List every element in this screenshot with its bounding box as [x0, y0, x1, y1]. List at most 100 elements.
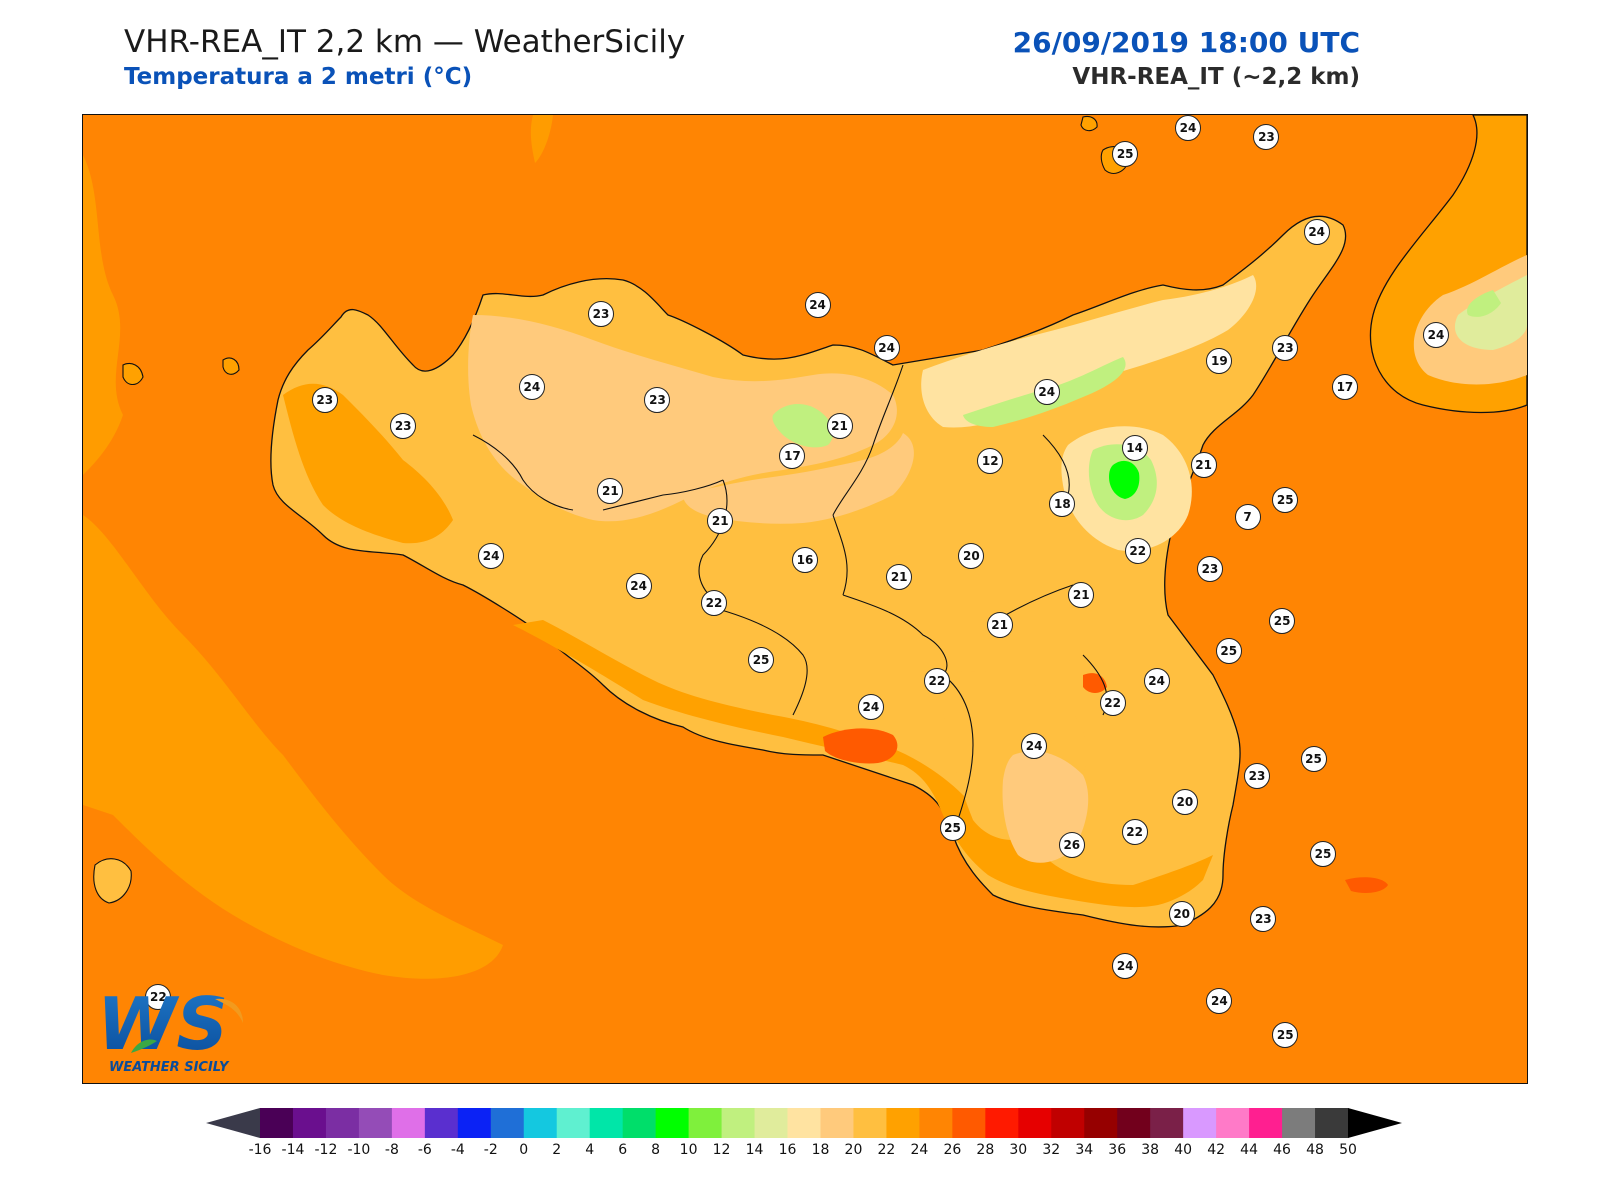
colorbar-tick-label: 40 — [1174, 1142, 1193, 1158]
colorbar-tick-label: 0 — [519, 1142, 529, 1158]
temperature-point-label: 25 — [1215, 637, 1242, 664]
temperature-point-label: 24 — [1112, 953, 1139, 980]
sicily-south-warm — [513, 620, 1213, 908]
header-subtitle: Temperatura a 2 metri (°C) — [124, 64, 473, 90]
temperature-point-label: 25 — [939, 815, 966, 842]
colorbar-tick-label: 34 — [1075, 1142, 1094, 1158]
nebrodi-cool — [921, 275, 1257, 428]
colorbar-segment — [688, 1108, 723, 1138]
logo-text: WEATHER SICILY — [109, 1060, 230, 1075]
temperature-point-label: 21 — [986, 611, 1013, 638]
temperature-point-label: 24 — [625, 573, 652, 600]
colorbar-segment — [1216, 1108, 1250, 1138]
temperature-point-label: 22 — [145, 983, 172, 1010]
temperature-point-label: 24 — [478, 542, 505, 569]
colorbar-tick-label: 8 — [651, 1142, 661, 1158]
colorbar-segment — [1315, 1108, 1349, 1138]
temperature-point-label: 23 — [587, 300, 614, 327]
temperature-point-label: 24 — [1303, 218, 1330, 245]
colorbar-segment — [260, 1108, 294, 1138]
colorbar-extend-low — [206, 1108, 260, 1138]
colorbar-tick-label: 46 — [1273, 1142, 1291, 1158]
colorbar-tick-label: 42 — [1207, 1142, 1226, 1158]
temperature-point-label: 22 — [923, 668, 950, 695]
temperature-point-label: 20 — [1168, 901, 1195, 928]
logo-sun — [215, 998, 243, 1023]
etna-summit — [1109, 460, 1140, 499]
temperature-point-label: 16 — [792, 547, 818, 574]
temperature-point-label: 23 — [1253, 123, 1280, 150]
temperature-point-label: 26 — [1058, 832, 1085, 859]
temperature-point-label: 25 — [1272, 1022, 1299, 1049]
colorbar-tick-labels: -16 -14 -12 -10 -8 -6 -4 -2 0 2 4 6 8 10 12 14 16 18 20 22 2… — [0, 1138, 1600, 1162]
colorbar-tick-label: 20 — [844, 1142, 863, 1158]
map-field — [83, 115, 1527, 979]
temperature-point-label: 21 — [597, 477, 624, 504]
colorbar-tick-label: -16 — [248, 1142, 272, 1158]
colorbar-segment — [1249, 1108, 1283, 1138]
temperature-point-label: 7 — [1234, 503, 1261, 530]
temperature-point-label: 17 — [1331, 374, 1358, 401]
colorbar-tick-label: -12 — [314, 1142, 338, 1158]
colorbar-segment — [952, 1108, 986, 1138]
weather-sicily-logo: WS WEATHER SICILY — [97, 983, 257, 1075]
temperature-point-label: 21 — [707, 508, 734, 535]
colorbar-segment — [325, 1108, 360, 1138]
colorbar-tick-label: 26 — [943, 1142, 962, 1158]
colorbar — [206, 1108, 1402, 1138]
temperature-point-label: 23 — [644, 387, 671, 414]
logo-monogram: WS — [97, 983, 228, 1066]
colorbar-segment — [721, 1108, 756, 1138]
colorbar-tick-label: 14 — [745, 1142, 764, 1158]
colorbar-tick-label: 2 — [552, 1142, 562, 1158]
colorbar-tick-label: 32 — [1042, 1142, 1061, 1158]
colorbar-segment — [1051, 1108, 1085, 1138]
gela-hot-patch — [823, 728, 898, 764]
temperature-map[interactable]: 25 24 23 24 23 24 24 23 19 24 17 23 24 23 23 21 24 17 12 14… — [82, 114, 1528, 1084]
colorbar-segment — [754, 1108, 789, 1138]
colorbar-segment — [655, 1108, 690, 1138]
temperature-point-label: 25 — [1300, 745, 1327, 772]
colorbar-segment — [919, 1108, 953, 1138]
colorbar-segment — [457, 1108, 492, 1138]
madonie-green — [772, 403, 834, 448]
colorbar-segment — [787, 1108, 821, 1138]
colorbar-segment — [424, 1108, 459, 1138]
colorbar-tick-label: 4 — [585, 1142, 595, 1158]
colorbar-extend-high — [1348, 1108, 1402, 1138]
sea-light-zone-northwest — [83, 155, 123, 475]
colorbar-tick-label: 16 — [778, 1142, 797, 1158]
colorbar-tick-label: 6 — [618, 1142, 628, 1158]
temperature-point-label: 24 — [1143, 668, 1170, 695]
temperature-point-label: 23 — [1250, 905, 1277, 932]
colorbar-segment — [1282, 1108, 1316, 1138]
colorbar-tick-label: 36 — [1108, 1142, 1127, 1158]
temperature-point-label: 25 — [1309, 840, 1336, 867]
temperature-point-label: 23 — [390, 413, 417, 440]
temperature-point-label: 22 — [700, 590, 727, 617]
province-boundaries — [472, 364, 1108, 836]
colorbar-segments — [206, 1108, 1402, 1138]
malta-hot-patch — [1345, 877, 1388, 893]
temperature-point-label: 21 — [826, 413, 853, 440]
temperature-point-label: 22 — [1124, 538, 1151, 565]
header-model: VHR-REA_IT (~2,2 km) — [1072, 64, 1360, 90]
sicily-interior-cool — [468, 315, 897, 522]
stromboli-island — [1080, 115, 1098, 132]
temperature-point-label: 25 — [1272, 486, 1299, 513]
colorbar-segment — [853, 1108, 887, 1138]
colorbar-tick-label: 48 — [1306, 1142, 1324, 1158]
colorbar-segment — [523, 1108, 558, 1138]
temperature-point-label: 21 — [1190, 452, 1217, 479]
colorbar-segment — [292, 1108, 327, 1138]
colorbar-segment — [1150, 1108, 1184, 1138]
logo-graphic: WS WEATHER SICILY — [97, 983, 243, 1075]
temperature-point-label: 25 — [748, 646, 775, 673]
temperature-point-label: 20 — [1171, 789, 1198, 816]
colorbar-tick-label: 44 — [1240, 1142, 1258, 1158]
colorbar-segment — [622, 1108, 657, 1138]
logo-swoosh — [131, 1039, 157, 1053]
temperature-point-label: 22 — [1099, 689, 1126, 716]
header-datetime: 26/09/2019 18:00 UTC — [1012, 26, 1360, 59]
temperature-point-label: 17 — [779, 443, 806, 470]
